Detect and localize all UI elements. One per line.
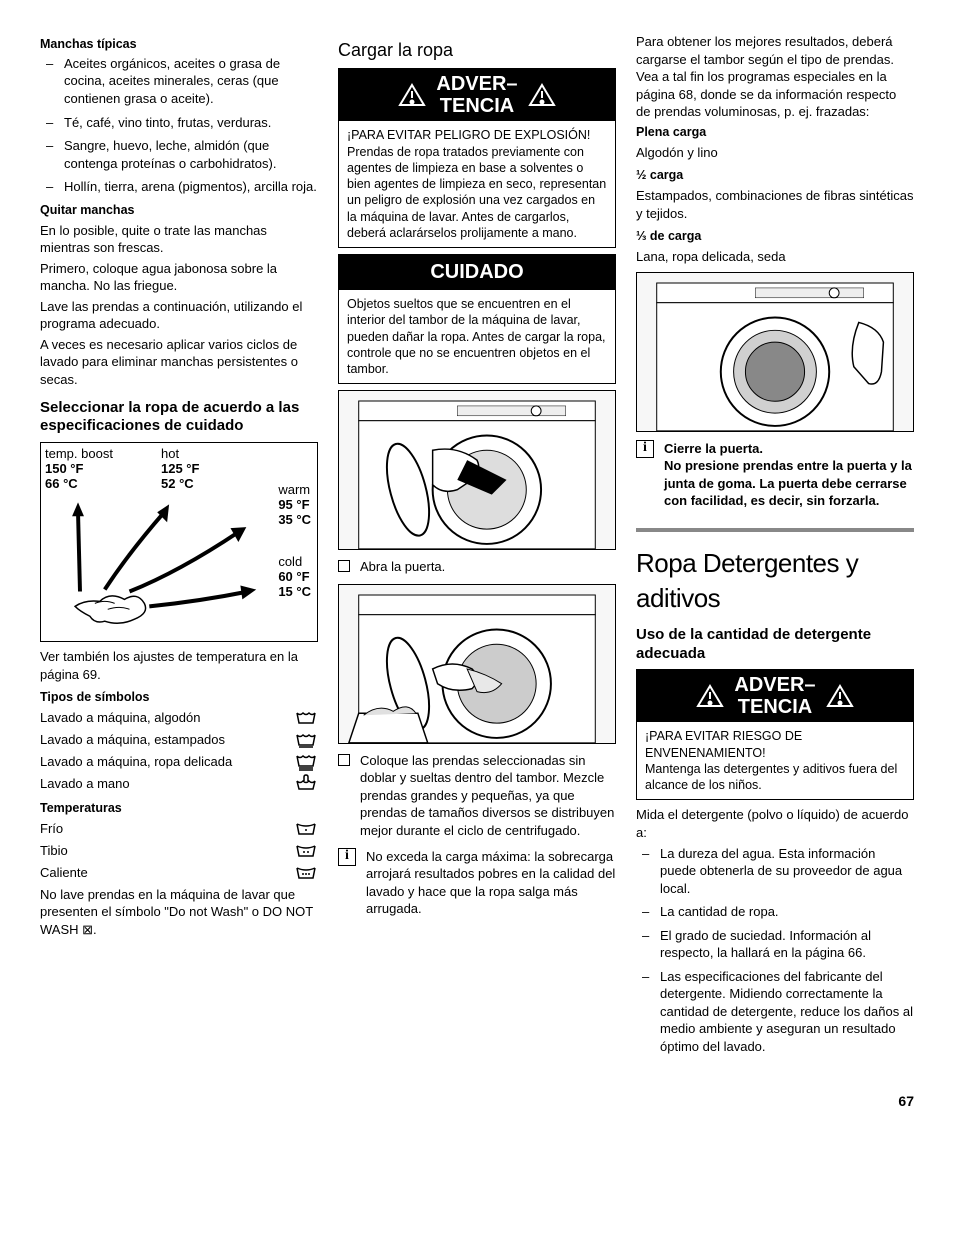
temperature-diagram: temp. boost 150 °F 66 °C hot 125 °F 52 °…: [40, 442, 318, 642]
measure-item: La dureza del agua. Esta información pue…: [660, 845, 914, 898]
page-number: 67: [40, 1092, 914, 1111]
measure-item: La cantidad de ropa.: [660, 903, 914, 921]
symbol-label: Lavado a máquina, estampados: [40, 731, 294, 749]
temp-label: Tibio: [40, 842, 294, 860]
wash-delicate-icon: [294, 752, 318, 772]
half-load-heading: ½ carga: [636, 167, 914, 184]
half-load-text: Estampados, combinaciones de fibras sint…: [636, 187, 914, 222]
detergent-amount-heading: Uso de la cantidad de detergente adecuad…: [636, 626, 914, 664]
symbols-heading: Tipos de símbolos: [40, 689, 318, 706]
wash-hand-icon: [294, 774, 318, 794]
washer-close-illustration: [636, 272, 914, 432]
measure-item: Las especificaciones del fabricante del …: [660, 968, 914, 1056]
warning-header: ADVER–TENCIA: [339, 69, 615, 121]
info-icon: i: [636, 440, 654, 458]
caution-body: Objetos sueltos que se encuentren en el …: [339, 290, 615, 383]
checkbox-icon: [338, 754, 350, 766]
load-laundry-heading: Cargar la ropa: [338, 38, 616, 62]
washer-load-illustration: [338, 584, 616, 744]
third-load-text: Lana, ropa delicada, seda: [636, 248, 914, 266]
info-max-load: No exceda la carga máxima: la sobrecarga…: [366, 848, 616, 918]
see-also-temp: Ver también los ajustes de temperatura e…: [40, 648, 318, 683]
third-load-heading: ⅓ de carga: [636, 228, 914, 245]
remove-stains-heading: Quitar manchas: [40, 202, 318, 219]
warning-header: ADVER–TENCIA: [637, 670, 913, 722]
warning-lead: ¡PARA EVITAR PELIGRO DE EXPLOSIÓN!: [347, 128, 590, 142]
remove-p3: Lave las prendas a continuación, utiliza…: [40, 298, 318, 333]
symbol-label: Lavado a máquina, ropa delicada: [40, 753, 294, 771]
caution-header: CUIDADO: [339, 255, 615, 290]
stain-item: Aceites orgánicos, aceites o grasa de co…: [64, 55, 318, 108]
section-divider: [636, 528, 914, 532]
washer-open-illustration: [338, 390, 616, 550]
do-not-wash-note: No lave prendas en la máquina de lavar q…: [40, 886, 318, 939]
select-laundry-heading: Seleccionar la ropa de acuerdo a las esp…: [40, 399, 318, 437]
full-load-heading: Plena carga: [636, 124, 914, 141]
temp-warm-icon: [294, 841, 318, 861]
checkbox-icon: [338, 560, 350, 572]
measure-item: El grado de suciedad. Información al res…: [660, 927, 914, 962]
stain-item: Hollín, tierra, arena (pigmentos), arcil…: [64, 178, 318, 196]
arrows-laundry-svg: [41, 443, 317, 641]
stains-list: –Aceites orgánicos, aceites o grasa de c…: [40, 55, 318, 196]
measure-intro: Mida el detergente (polvo o líquido) de …: [636, 806, 914, 841]
wash-prints-icon: [294, 730, 318, 750]
stain-item: Sangre, huevo, leche, almidón (que conte…: [64, 137, 318, 172]
step-open-door: Abra la puerta.: [360, 558, 616, 576]
info-icon: i: [338, 848, 356, 866]
temp-cold-icon: [294, 819, 318, 839]
measure-list: –La dureza del agua. Esta información pu…: [636, 845, 914, 1056]
stain-item: Té, café, vino tinto, frutas, verduras.: [64, 114, 318, 132]
warning-lead: ¡PARA EVITAR RIESGO DE ENVENENAMIENTO!: [645, 729, 802, 759]
remove-p4: A veces es necesario aplicar varios cicl…: [40, 336, 318, 389]
full-load-text: Algodón y lino: [636, 144, 914, 162]
temp-label: Caliente: [40, 864, 294, 882]
warning-triangle-icon: [398, 83, 426, 107]
temp-label: Frío: [40, 820, 294, 838]
symbol-label: Lavado a mano: [40, 775, 294, 793]
stains-heading: Manchas típicas: [40, 36, 318, 53]
close-door-info: Cierre la puerta. No presione prendas en…: [664, 440, 914, 510]
section-title-detergents: Ropa Detergentes y aditivos: [636, 546, 914, 616]
warning-body-text: Prendas de ropa tratados previamente con…: [347, 145, 606, 240]
intro-loading: Para obtener los mejores resultados, deb…: [636, 33, 914, 121]
temperatures-heading: Temperaturas: [40, 800, 318, 817]
wash-cotton-icon: [294, 708, 318, 728]
temp-hot-icon: [294, 863, 318, 883]
warning-triangle-icon: [696, 684, 724, 708]
warning-body-text: Mantenga las detergentes y aditivos fuer…: [645, 762, 897, 792]
warning-triangle-icon: [528, 83, 556, 107]
symbol-label: Lavado a máquina, algodón: [40, 709, 294, 727]
step-place-items: Coloque las prendas seleccionadas sin do…: [360, 752, 616, 840]
warning-triangle-icon: [826, 684, 854, 708]
remove-p2: Primero, coloque agua jabonosa sobre la …: [40, 260, 318, 295]
remove-p1: En lo posible, quite o trate las manchas…: [40, 222, 318, 257]
